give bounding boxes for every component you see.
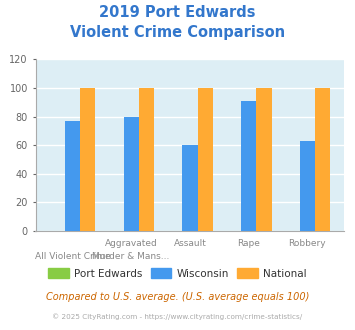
Text: Murder & Mans...: Murder & Mans...	[93, 252, 170, 261]
Bar	[315, 88, 330, 231]
Text: All Violent Crime: All Violent Crime	[34, 252, 110, 261]
Bar	[241, 101, 256, 231]
Bar	[139, 88, 154, 231]
Text: Rape: Rape	[237, 239, 260, 248]
Bar	[256, 88, 272, 231]
Bar	[124, 116, 139, 231]
Text: Assault: Assault	[174, 239, 206, 248]
Text: Compared to U.S. average. (U.S. average equals 100): Compared to U.S. average. (U.S. average …	[46, 292, 309, 302]
Text: Aggravated: Aggravated	[105, 239, 158, 248]
Bar	[65, 121, 80, 231]
Bar	[198, 88, 213, 231]
Bar	[300, 141, 315, 231]
Bar	[80, 88, 95, 231]
Legend: Port Edwards, Wisconsin, National: Port Edwards, Wisconsin, National	[44, 264, 311, 283]
Text: © 2025 CityRating.com - https://www.cityrating.com/crime-statistics/: © 2025 CityRating.com - https://www.city…	[53, 314, 302, 320]
Bar	[182, 145, 198, 231]
Text: Robbery: Robbery	[289, 239, 326, 248]
Text: Violent Crime Comparison: Violent Crime Comparison	[70, 25, 285, 40]
Text: 2019 Port Edwards: 2019 Port Edwards	[99, 5, 256, 20]
